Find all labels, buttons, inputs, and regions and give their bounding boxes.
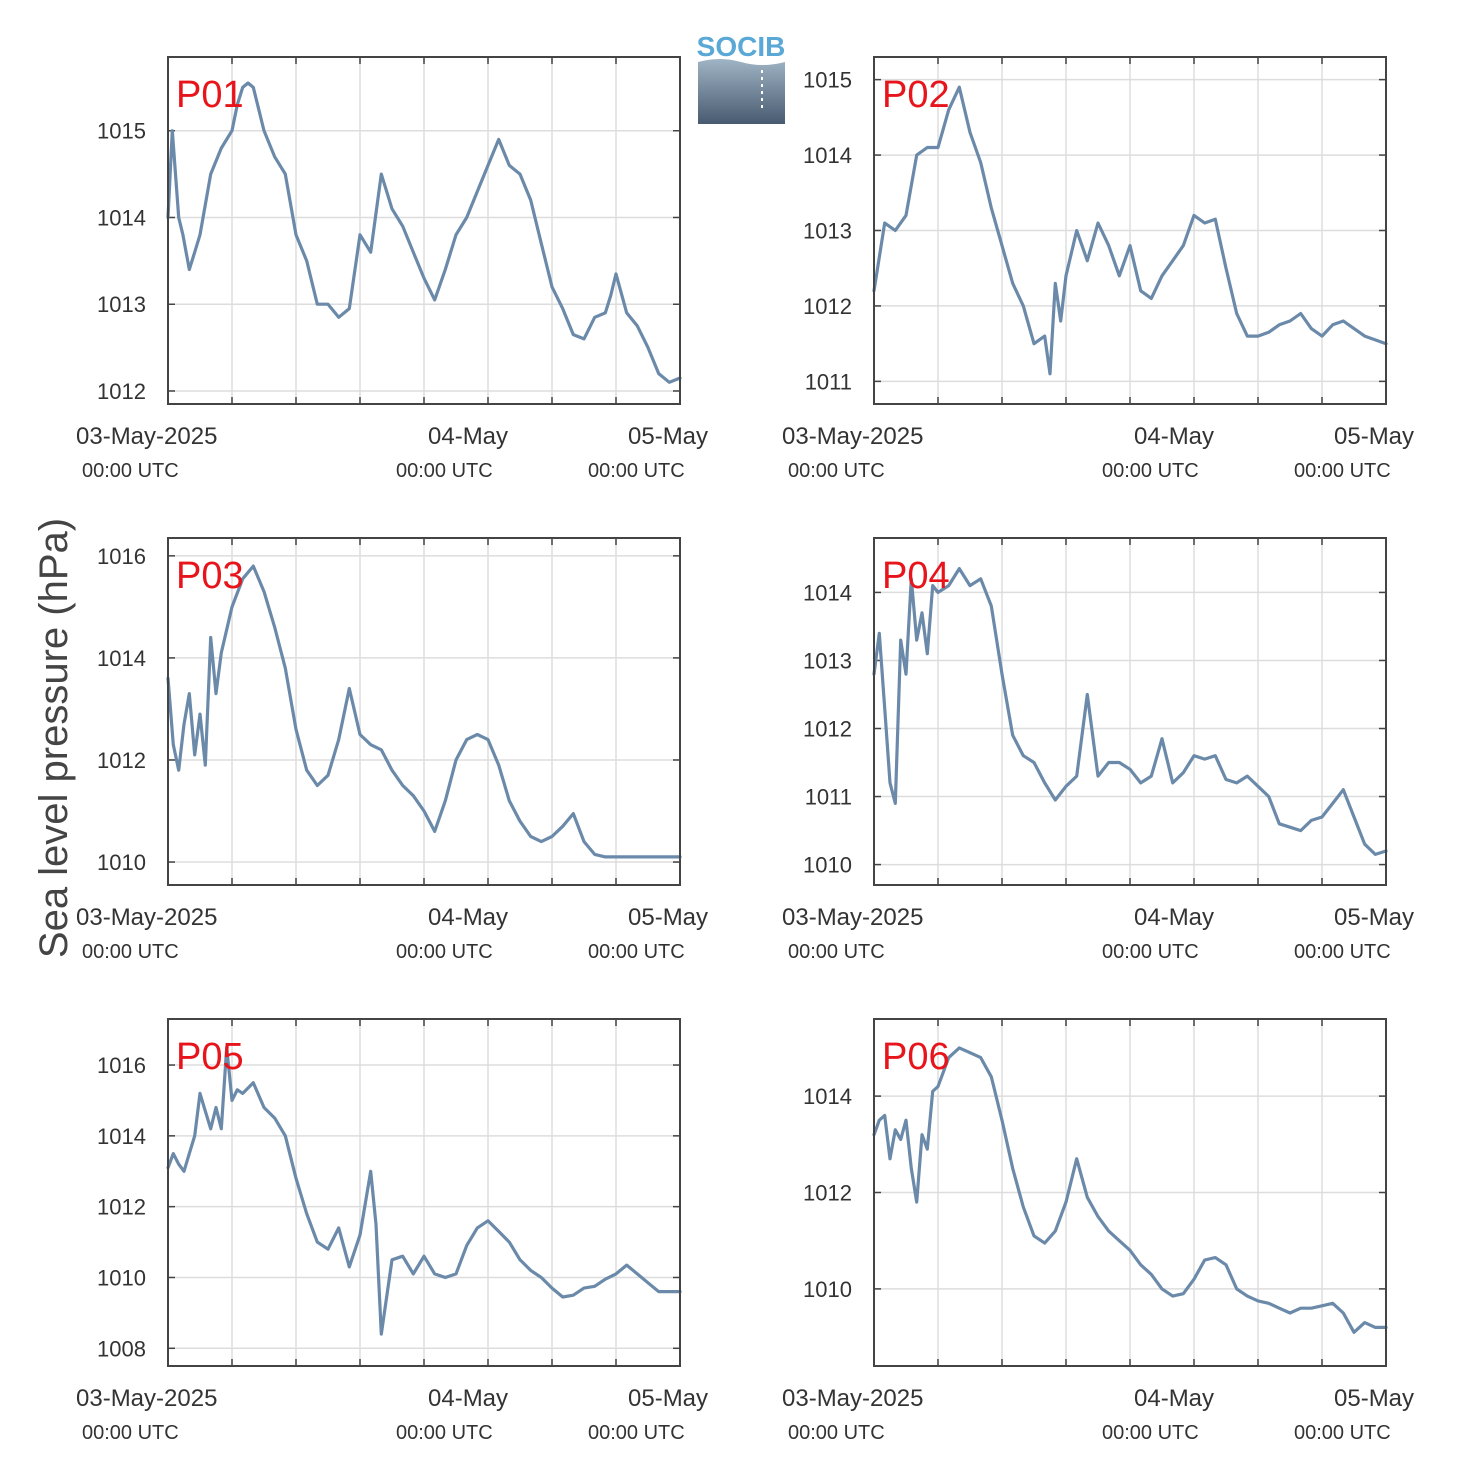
y-tick-label: 1015 [803, 68, 852, 93]
x-time-label: 00:00 UTC [1102, 1422, 1199, 1444]
panel-label: P02 [882, 74, 950, 116]
y-tick-label: 1014 [97, 205, 146, 230]
x-date-label: 05-May [1334, 1385, 1414, 1412]
socib-logo-wave-icon [698, 59, 785, 124]
x-date-label: 04-May [428, 423, 508, 450]
x-date-label: 04-May [428, 1385, 508, 1412]
x-time-label: 00:00 UTC [1102, 941, 1199, 963]
x-time-label: 00:00 UTC [396, 1422, 493, 1444]
plot-frame [873, 56, 1387, 405]
x-date-label: 03-May-2025 [76, 904, 217, 931]
y-tick-label: 1014 [803, 143, 852, 168]
x-date-label: 03-May-2025 [782, 1385, 923, 1412]
x-date-label: 03-May-2025 [76, 423, 217, 450]
y-axis-label: Sea level pressure (hPa) [32, 518, 76, 958]
x-date-label: 04-May [1134, 423, 1214, 450]
series-line [166, 564, 682, 859]
y-tick-label: 1010 [97, 850, 146, 875]
x-time-label: 00:00 UTC [396, 941, 493, 963]
x-date-label: 05-May [1334, 423, 1414, 450]
y-tick-label: 1013 [803, 648, 852, 673]
x-date-label: 04-May [1134, 1385, 1214, 1412]
x-time-label: 00:00 UTC [82, 1422, 179, 1444]
plot-frame [873, 537, 1387, 886]
y-tick-label: 1011 [805, 369, 852, 394]
x-time-label: 00:00 UTC [788, 1422, 885, 1444]
series-line [166, 81, 682, 384]
panel-p05: 1008 1010 1012 1014 1016 P05 03-May-2025 00:00 … [76, 1018, 708, 1444]
x-date-label: 03-May-2025 [782, 904, 923, 931]
panel-label: P01 [176, 74, 244, 116]
x-date-label: 05-May [628, 904, 708, 931]
panel-label: P06 [882, 1036, 950, 1078]
panel-p06: 1010 1012 1014 P06 03-May-2025 00:00 UTC 04-Ma… [782, 1018, 1414, 1444]
y-tick-label: 1015 [97, 119, 146, 144]
y-tick-label: 1012 [803, 1181, 852, 1206]
y-tick-label: 1012 [97, 748, 146, 773]
y-tick-label: 1013 [97, 292, 146, 317]
x-time-label: 00:00 UTC [1294, 460, 1391, 482]
y-tick-label: 1014 [803, 580, 852, 605]
plot-frame [167, 537, 681, 886]
x-time-label: 00:00 UTC [588, 941, 685, 963]
panel-label: P05 [176, 1036, 244, 1078]
panel-p01: 1012 1013 1014 1015 P01 03-May-2025 00:00 UTC 0… [76, 56, 708, 482]
x-date-label: 04-May [1134, 904, 1214, 931]
y-tick-label: 1014 [97, 646, 146, 671]
socib-logo-text: SOCIB [697, 31, 786, 62]
x-time-label: 00:00 UTC [82, 941, 179, 963]
x-time-label: 00:00 UTC [1294, 1422, 1391, 1444]
y-tick-label: 1012 [97, 1195, 146, 1220]
y-tick-label: 1014 [97, 1124, 146, 1149]
panel-label: P04 [882, 555, 950, 597]
y-tick-label: 1012 [97, 379, 146, 404]
x-time-label: 00:00 UTC [396, 460, 493, 482]
series-line [872, 1046, 1388, 1334]
panel-label: P03 [176, 555, 244, 597]
y-tick-label: 1008 [97, 1336, 146, 1361]
x-date-label: 03-May-2025 [782, 423, 923, 450]
x-time-label: 00:00 UTC [1294, 941, 1391, 963]
panel-p03: 1010 1012 1014 1016 P03 03-May-2025 00:00 UTC 0… [76, 537, 708, 963]
socib-logo: SOCIB [697, 31, 786, 124]
y-tick-label: 1010 [803, 853, 852, 878]
y-tick-label: 1011 [805, 785, 852, 810]
x-time-label: 00:00 UTC [788, 460, 885, 482]
x-time-label: 00:00 UTC [788, 941, 885, 963]
x-time-label: 00:00 UTC [588, 460, 685, 482]
x-date-label: 05-May [628, 1385, 708, 1412]
y-tick-label: 1012 [803, 717, 852, 742]
y-tick-label: 1016 [97, 544, 146, 569]
x-time-label: 00:00 UTC [82, 460, 179, 482]
y-tick-label: 1016 [97, 1053, 146, 1078]
panel-p02: 1011 1012 1013 1014 1015 P02 03-May-2025 00:00 … [782, 56, 1414, 482]
y-tick-label: 1010 [803, 1277, 852, 1302]
series-line [872, 567, 1388, 856]
x-date-label: 05-May [628, 423, 708, 450]
x-time-label: 00:00 UTC [588, 1422, 685, 1444]
panel-p04: 1010 1011 1012 1013 1014 P04 03-May-2025 00:00 … [782, 537, 1414, 963]
y-tick-label: 1012 [803, 294, 852, 319]
x-date-label: 03-May-2025 [76, 1385, 217, 1412]
y-tick-label: 1013 [803, 219, 852, 244]
plot-frame [167, 56, 681, 405]
plot-frame [873, 1018, 1387, 1367]
series-line [872, 85, 1388, 376]
series-line [166, 1045, 682, 1336]
y-tick-label: 1014 [803, 1084, 852, 1109]
chart-panels: 1012 1013 1014 1015 P01 03-May-2025 00:00 UTC 0… [76, 56, 1414, 1444]
x-time-label: 00:00 UTC [1102, 460, 1199, 482]
x-date-label: 05-May [1334, 904, 1414, 931]
x-date-label: 04-May [428, 904, 508, 931]
plot-frame [167, 1018, 681, 1367]
y-tick-label: 1010 [97, 1265, 146, 1290]
